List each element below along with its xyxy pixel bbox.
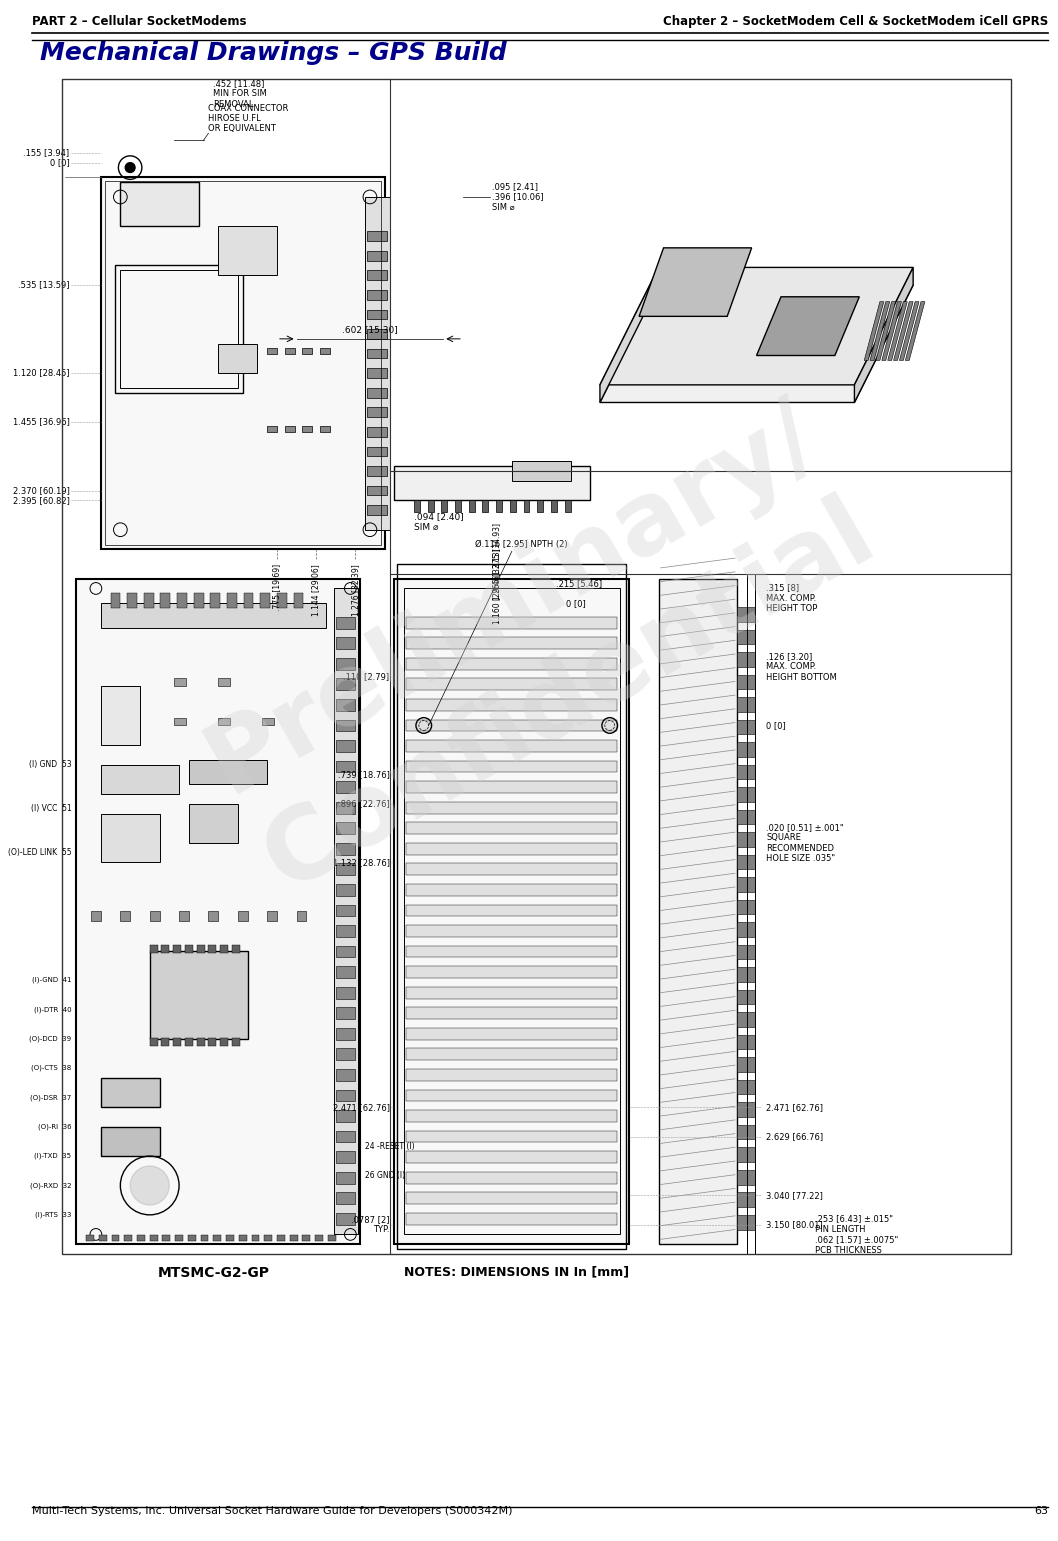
Bar — [124, 1236, 132, 1241]
Bar — [144, 593, 153, 609]
Bar — [737, 607, 754, 621]
Polygon shape — [639, 248, 751, 316]
Bar — [737, 1148, 754, 1162]
Polygon shape — [600, 268, 913, 385]
Bar — [737, 1012, 754, 1026]
Bar — [367, 427, 386, 436]
Text: (I)-GND  41: (I)-GND 41 — [32, 977, 72, 983]
Bar — [406, 925, 617, 937]
Text: .775 [19.69]: .775 [19.69] — [273, 564, 281, 612]
Bar — [150, 1236, 158, 1241]
Text: 1.120 [28.45]: 1.120 [28.45] — [13, 368, 70, 378]
Bar — [737, 1170, 754, 1185]
Bar — [335, 843, 355, 855]
Text: .896 [22.76]: .896 [22.76] — [338, 800, 389, 809]
Bar — [290, 1236, 297, 1241]
Text: .0787 [2]
TYP.: .0787 [2] TYP. — [351, 1214, 389, 1234]
Bar — [737, 1214, 754, 1230]
Text: Multi-Tech Systems, Inc. Universal Socket Hardware Guide for Developers (S000342: Multi-Tech Systems, Inc. Universal Socke… — [32, 1506, 513, 1516]
Bar — [406, 1110, 617, 1122]
Bar — [737, 1057, 754, 1073]
Bar — [303, 348, 312, 353]
Bar — [737, 989, 754, 1005]
Polygon shape — [600, 268, 659, 402]
Bar — [262, 718, 274, 726]
Bar — [175, 718, 186, 726]
Text: 1.375 [34.93]: 1.375 [34.93] — [492, 524, 501, 575]
Bar — [277, 1236, 285, 1241]
Bar — [208, 945, 216, 952]
Text: .126 [3.20]
MAX. COMP.
HEIGHT BOTTOM: .126 [3.20] MAX. COMP. HEIGHT BOTTOM — [766, 652, 837, 681]
Bar — [406, 616, 617, 629]
Bar — [220, 945, 229, 952]
Bar — [333, 589, 359, 1234]
Bar — [367, 505, 386, 515]
Bar — [335, 885, 355, 895]
Bar — [406, 1028, 617, 1040]
Text: .110 [2.79]: .110 [2.79] — [344, 672, 389, 681]
Text: 1.144 [29.06]: 1.144 [29.06] — [312, 564, 321, 616]
Text: (O)-RI  36: (O)-RI 36 — [38, 1123, 72, 1130]
Bar — [737, 720, 754, 734]
Bar — [285, 425, 294, 431]
Polygon shape — [876, 302, 895, 361]
Bar — [367, 485, 386, 496]
Bar — [335, 781, 355, 794]
Bar — [406, 885, 617, 895]
Bar — [121, 270, 238, 388]
Bar — [150, 911, 160, 922]
Bar — [737, 1125, 754, 1139]
Bar — [496, 501, 503, 512]
Bar — [737, 855, 754, 869]
Bar — [367, 368, 386, 378]
Text: 1.276 [32.39]: 1.276 [32.39] — [351, 564, 360, 616]
Text: 3.040 [77.22]: 3.040 [77.22] — [766, 1191, 823, 1200]
Bar — [335, 658, 355, 670]
Text: 3.150 [80.01]: 3.150 [80.01] — [766, 1220, 823, 1230]
Bar — [367, 447, 386, 456]
Text: 63: 63 — [1035, 1506, 1048, 1516]
Bar — [335, 1171, 355, 1183]
Text: .155 [3.94]: .155 [3.94] — [23, 148, 70, 157]
Bar — [335, 1008, 355, 1019]
Bar — [162, 1037, 169, 1045]
Bar — [367, 465, 386, 476]
Bar — [227, 593, 237, 609]
Bar — [335, 740, 355, 752]
Text: (O)-DCD  39: (O)-DCD 39 — [30, 1036, 72, 1042]
Bar — [285, 348, 294, 353]
Bar — [367, 290, 386, 299]
Bar — [367, 407, 386, 418]
Bar — [482, 501, 489, 512]
Bar — [406, 720, 617, 732]
Bar — [335, 761, 355, 772]
Bar — [208, 1037, 216, 1045]
Bar — [268, 911, 277, 922]
Bar — [111, 593, 121, 609]
Bar — [218, 718, 230, 726]
Polygon shape — [855, 268, 913, 402]
Bar — [163, 1236, 170, 1241]
Bar — [277, 593, 287, 609]
Bar — [367, 330, 386, 339]
Bar — [737, 675, 754, 689]
Bar — [335, 986, 355, 999]
Bar — [293, 593, 304, 609]
Bar — [524, 501, 529, 512]
Bar — [737, 743, 754, 757]
Bar — [455, 501, 461, 512]
Text: Preliminary/
Confidential: Preliminary/ Confidential — [191, 384, 891, 909]
Text: 2.471 [62.76]: 2.471 [62.76] — [766, 1103, 823, 1111]
Bar — [367, 388, 386, 398]
Text: (O)-RXD  32: (O)-RXD 32 — [30, 1182, 72, 1188]
Bar — [406, 678, 617, 690]
Bar — [406, 638, 617, 649]
Text: PART 2 – Cellular SocketModems: PART 2 – Cellular SocketModems — [32, 14, 247, 28]
Polygon shape — [864, 302, 883, 361]
Bar — [367, 231, 386, 240]
Bar — [194, 593, 203, 609]
Bar — [220, 1037, 229, 1045]
Bar — [175, 678, 186, 686]
Bar — [335, 1131, 355, 1142]
Bar — [328, 1236, 335, 1241]
